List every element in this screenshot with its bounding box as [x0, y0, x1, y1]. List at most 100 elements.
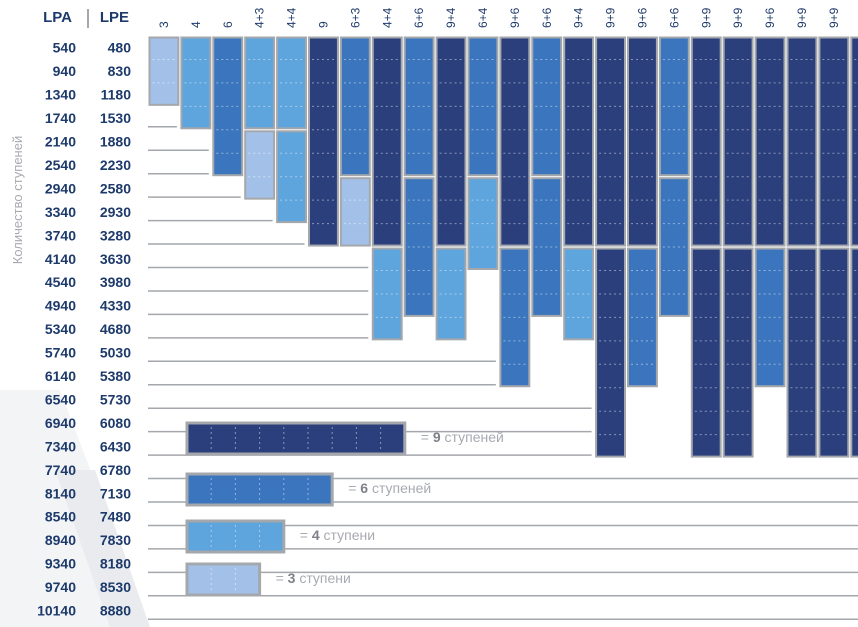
stair-segment-9 — [499, 36, 531, 247]
stair-segment-6 — [403, 36, 435, 177]
stair-segment-9 — [563, 36, 595, 247]
stair-segment-4 — [467, 177, 499, 270]
stair-segment-6 — [403, 177, 435, 317]
column-header: 9+4 — [444, 7, 458, 28]
column-header: 9 — [316, 21, 330, 28]
row-lpe-value: 7830 — [100, 532, 131, 548]
row-lpe-value: 3630 — [100, 251, 131, 267]
legend-swatch-6 — [185, 472, 334, 507]
row-lpe-value: 5380 — [100, 368, 131, 384]
column-header: 9+6 — [763, 7, 777, 28]
row-lpa-value: 2540 — [45, 157, 76, 173]
column-header: 4+4 — [380, 7, 394, 28]
stair-segment-9 — [818, 36, 850, 247]
watermark-shape — [55, 470, 150, 627]
legend-unit: ступеней — [368, 480, 431, 496]
column-header: 4 — [189, 21, 203, 28]
row-lpe-value: 1530 — [100, 110, 131, 126]
column-header: 6+3 — [348, 7, 362, 28]
stair-segment-9 — [722, 36, 754, 247]
stair-segment-9 — [690, 247, 722, 458]
stair-segment-9 — [850, 36, 858, 247]
row-lpe-value: 2930 — [100, 204, 131, 220]
stair-segment-6 — [339, 36, 371, 177]
legend-step-count: 6 — [360, 480, 368, 496]
stair-segment-9 — [786, 247, 818, 458]
row-lpe-value: 4680 — [100, 321, 131, 337]
stair-bars — [148, 36, 858, 458]
legend-label: = 4 ступени — [300, 527, 375, 543]
column-header: 6+6 — [667, 7, 681, 28]
stair-segment-6 — [467, 36, 499, 177]
stair-segment-4 — [371, 247, 403, 341]
stair-segment-3 — [148, 36, 180, 106]
row-lpa-value: 6140 — [45, 368, 76, 384]
stair-segment-6 — [754, 247, 786, 388]
row-lpe-value: 8880 — [100, 603, 131, 619]
row-lpa-value: 2940 — [45, 180, 76, 196]
legend-swatch-3 — [185, 562, 262, 597]
legend-unit: ступени — [295, 570, 350, 586]
row-lpe-value: 2580 — [100, 180, 131, 196]
row-lpa-value: 6940 — [45, 415, 76, 431]
column-header: 9+9 — [731, 7, 745, 28]
stair-segment-9 — [308, 36, 339, 247]
stair-segment-6 — [531, 36, 563, 177]
row-lpe-value: 6780 — [100, 462, 131, 478]
header-lpe: LPE — [100, 9, 129, 26]
stair-segment-9 — [722, 247, 754, 458]
stair-segment-9 — [595, 247, 626, 458]
stair-segment-9 — [786, 36, 818, 247]
row-lpe-value: 480 — [108, 40, 132, 56]
stair-segment-6 — [499, 247, 531, 388]
stair-segment-6 — [658, 177, 690, 317]
y-axis-label: Количество ступеней — [10, 136, 25, 264]
stair-segment-6 — [658, 36, 690, 177]
legend-step-count: 9 — [433, 429, 441, 445]
row-lpe-value: 4330 — [100, 298, 131, 314]
legend-equals: = — [276, 570, 288, 586]
legend-step-count: 4 — [312, 527, 320, 543]
stair-segment-9 — [435, 36, 467, 247]
column-header: 9+9 — [795, 7, 809, 28]
row-lpe-value: 7480 — [100, 509, 131, 525]
stair-segment-4 — [180, 36, 212, 130]
row-lpe-value: 6430 — [100, 438, 131, 454]
row-lpe-value: 3980 — [100, 274, 131, 290]
column-header: 9+9 — [604, 7, 618, 28]
legend-unit: ступени — [320, 527, 375, 543]
stair-segment-6 — [212, 36, 244, 177]
stair-segment-4 — [244, 36, 276, 130]
legend-label: = 9 ступеней — [421, 429, 504, 445]
column-header: 9+9 — [699, 7, 713, 28]
stair-segment-9 — [595, 36, 626, 247]
column-header: 6+6 — [540, 7, 554, 28]
row-lpa-value: 10140 — [37, 603, 76, 619]
row-lpa-value: 8140 — [45, 485, 76, 501]
header-lpa: LPA — [43, 9, 72, 26]
row-lpa-value: 7740 — [45, 462, 76, 478]
stair-segment-9 — [818, 247, 850, 458]
column-header: 4+4 — [285, 7, 299, 28]
row-lpe-value: 5030 — [100, 345, 131, 361]
row-lpa-value: 5340 — [45, 321, 76, 337]
row-lpa-value: 6540 — [45, 391, 76, 407]
row-lpe-value: 1180 — [101, 87, 132, 103]
stair-segment-9 — [754, 36, 786, 247]
legend-equals: = — [348, 480, 360, 496]
legend-equals: = — [421, 429, 433, 445]
legend: = 9 ступеней= 6 ступеней= 4 ступени= 3 с… — [185, 421, 504, 597]
stair-segment-9 — [627, 36, 658, 247]
stair-segment-9 — [850, 247, 858, 458]
row-lpa-value: 3340 — [45, 204, 76, 220]
column-header: 4+3 — [253, 7, 267, 28]
row-lpe-value: 5730 — [100, 391, 131, 407]
legend-step-count: 3 — [288, 570, 296, 586]
row-lpe-value: 7130 — [100, 485, 131, 501]
stair-segment-6 — [531, 177, 563, 317]
stair-segment-4 — [276, 36, 308, 130]
row-lpa-value: 540 — [53, 40, 77, 56]
stair-segment-9 — [371, 36, 403, 247]
row-lpa-value: 7340 — [45, 438, 76, 454]
